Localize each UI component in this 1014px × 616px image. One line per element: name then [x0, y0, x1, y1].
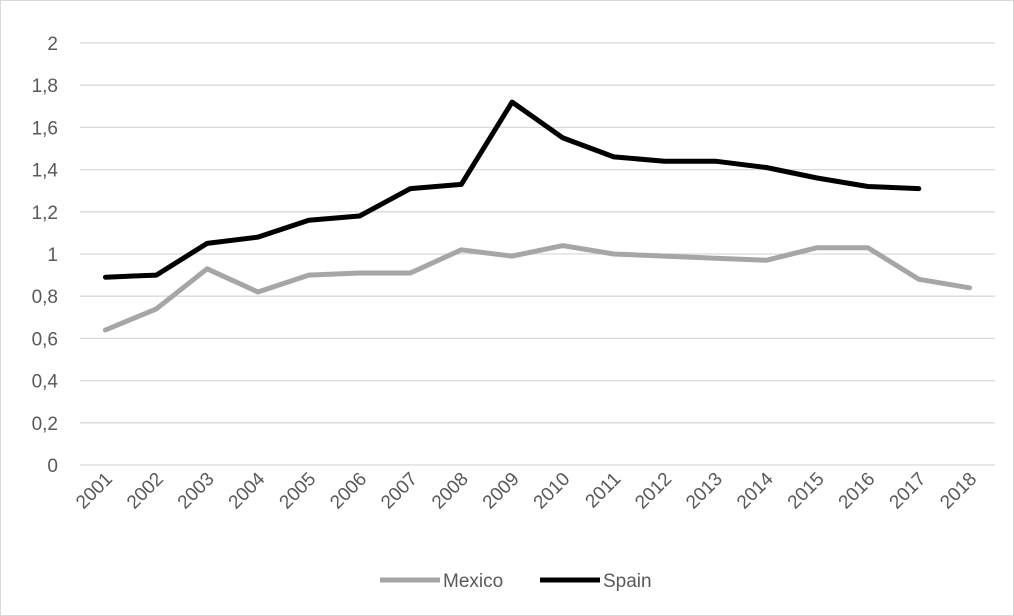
x-tick-label: 2005 [276, 469, 321, 514]
x-tick-label: 2013 [682, 469, 727, 514]
series-line-spain [102, 99, 922, 280]
y-tick-label: 2 [47, 34, 58, 55]
x-tick-label: 2008 [428, 469, 473, 514]
y-tick-label: 0 [47, 456, 58, 477]
x-tick-label: 2001 [72, 469, 117, 514]
x-tick-label: 2014 [733, 468, 778, 513]
x-tick-label: 2018 [936, 469, 981, 514]
gridlines [80, 42, 995, 466]
y-tick-label: 1,8 [32, 76, 58, 97]
x-tick-label: 2015 [784, 469, 829, 514]
y-tick-label: 0,8 [32, 287, 58, 308]
series-line-mexico [102, 243, 973, 333]
x-tick-label: 2007 [377, 469, 422, 514]
y-tick-label: 0,6 [32, 329, 58, 350]
series-lines [102, 99, 973, 333]
legend-label-mexico: Mexico [443, 571, 503, 592]
x-tick-label: 2011 [582, 469, 626, 513]
y-axis-ticks: 0 0,2 0,4 0,6 0,8 1 1,2 1,4 1,6 1,8 2 [32, 34, 59, 477]
x-axis-ticks: 2001 2002 2003 2004 2005 2006 2007 2008 2009 2010… [72, 468, 981, 513]
x-tick-label: 2002 [123, 469, 168, 514]
x-tick-label: 2017 [886, 469, 931, 514]
y-tick-label: 1,2 [32, 203, 58, 224]
legend: Mexico Spain [380, 571, 652, 592]
x-tick-label: 2016 [835, 469, 880, 514]
x-tick-label: 2004 [225, 468, 270, 513]
y-tick-label: 1 [47, 245, 58, 266]
x-tick-label: 2009 [479, 469, 524, 514]
y-tick-label: 0,2 [32, 414, 58, 435]
x-tick-label: 2003 [174, 469, 219, 514]
y-tick-label: 1,6 [32, 118, 58, 139]
y-tick-label: 0,4 [32, 372, 59, 393]
x-tick-label: 2012 [631, 469, 676, 514]
x-tick-label: 2006 [326, 469, 371, 514]
y-tick-label: 1,4 [32, 161, 59, 182]
x-tick-label: 2010 [530, 469, 575, 514]
legend-label-spain: Spain [603, 571, 652, 592]
